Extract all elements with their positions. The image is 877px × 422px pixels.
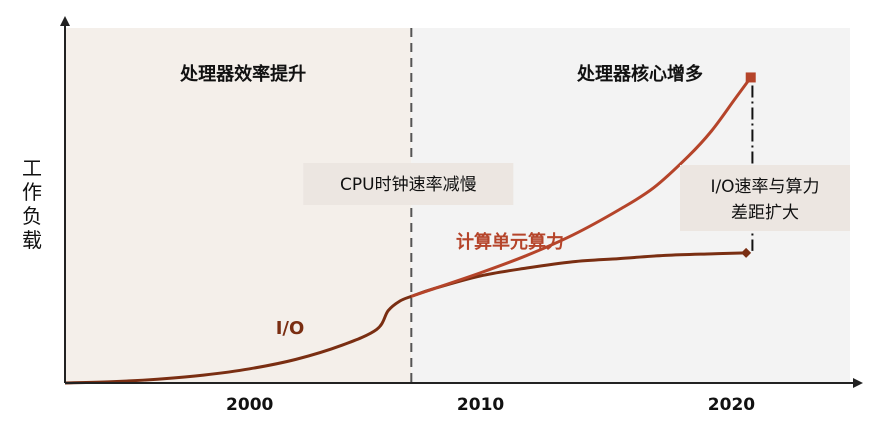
callout-gap-text-line1: I/O速率与算力 [710, 177, 819, 197]
series-label-io: I/O [276, 318, 305, 339]
region-processor-efficiency [65, 28, 412, 383]
io-line [64, 251, 747, 385]
region-label-efficiency: 处理器效率提升 [179, 63, 306, 85]
x-tick-label: 2020 [708, 395, 755, 415]
series-label-compute: 计算单元算力 [456, 231, 564, 253]
x-tick-label: 2010 [457, 395, 504, 415]
x-tick-label: 2000 [226, 395, 273, 415]
callout-gap-box [680, 165, 850, 231]
compute-line [410, 76, 752, 298]
region-label-cores: 处理器核心增多 [576, 63, 703, 85]
io-end-marker [741, 247, 752, 258]
callout-gap-text-line2: 差距扩大 [731, 203, 799, 223]
compute-end-marker [745, 72, 756, 83]
callout-cpu-text: CPU时钟速率减慢 [340, 174, 477, 195]
y-axis-label: 工作负载 [22, 156, 42, 252]
callout-cpu-box [303, 163, 514, 205]
